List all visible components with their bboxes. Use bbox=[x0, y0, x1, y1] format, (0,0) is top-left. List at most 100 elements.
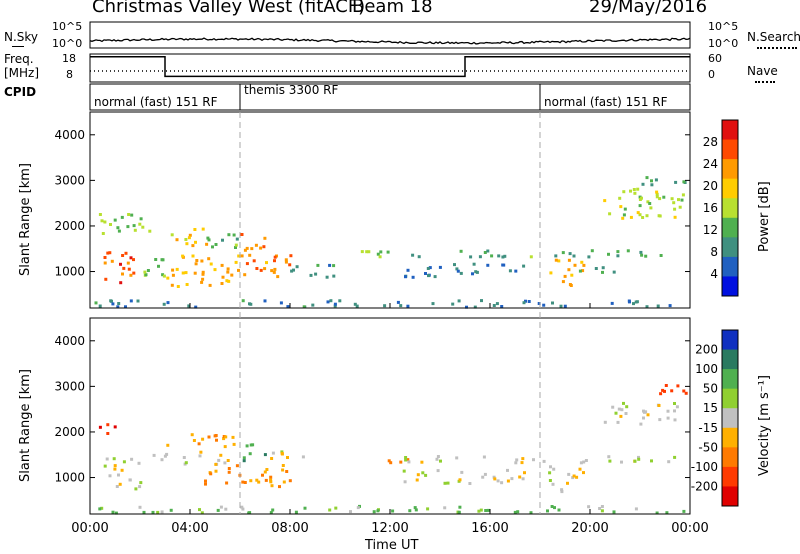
power-ylabel: Slant Range [km] bbox=[18, 163, 33, 276]
power-cell bbox=[638, 204, 642, 208]
power-colorbar-tick-label: 20 bbox=[703, 179, 718, 193]
power-cell bbox=[136, 299, 140, 303]
nsky-legend-line bbox=[12, 46, 24, 47]
power-cell bbox=[157, 264, 160, 268]
power-cell bbox=[227, 279, 231, 283]
power-cell bbox=[201, 270, 205, 274]
power-cell bbox=[501, 255, 505, 259]
velocity-cell bbox=[624, 412, 628, 415]
power-colorbar-tick-label: 4 bbox=[710, 267, 718, 281]
power-cell bbox=[554, 258, 558, 262]
power-cell bbox=[209, 262, 213, 266]
power-cell bbox=[601, 270, 604, 274]
power-cell bbox=[325, 275, 329, 279]
power-cell bbox=[208, 283, 212, 287]
velocity-colorbar-tick-label: -100 bbox=[691, 460, 718, 474]
velocity-cell bbox=[516, 510, 520, 514]
velocity-cell bbox=[455, 456, 459, 460]
velocity-cell bbox=[169, 508, 173, 512]
velocity-cell bbox=[655, 511, 659, 515]
velocity-cell bbox=[582, 471, 585, 475]
power-cell bbox=[522, 301, 526, 305]
velocity-cell bbox=[387, 459, 391, 463]
power-cell bbox=[221, 275, 225, 279]
power-cell bbox=[127, 213, 131, 216]
power-cell bbox=[205, 242, 209, 246]
power-cell bbox=[249, 302, 253, 306]
velocity-cell bbox=[245, 444, 249, 448]
velocity-cell bbox=[142, 510, 146, 514]
velocity-cell bbox=[557, 508, 561, 512]
power-cell bbox=[431, 302, 435, 306]
power-cell bbox=[181, 271, 185, 275]
velocity-cell bbox=[513, 510, 517, 514]
velocity-cell bbox=[413, 506, 417, 510]
velocity-cell bbox=[138, 485, 142, 489]
power-cell bbox=[187, 236, 191, 240]
power-cell bbox=[508, 269, 512, 273]
velocity-cell bbox=[682, 389, 686, 393]
velocity-cell bbox=[106, 423, 110, 427]
velocity-cell bbox=[408, 509, 412, 513]
velocity-cell bbox=[261, 473, 264, 477]
power-cell bbox=[411, 253, 415, 257]
power-cell bbox=[396, 300, 400, 304]
velocity-cell bbox=[529, 511, 533, 515]
velocity-cell bbox=[416, 473, 420, 477]
power-cell bbox=[292, 268, 295, 272]
power-cell bbox=[262, 245, 266, 249]
nsearch-label: N.Search bbox=[747, 30, 800, 44]
power-cell bbox=[353, 302, 357, 306]
velocity-cell bbox=[424, 473, 428, 477]
power-cell bbox=[94, 301, 98, 305]
velocity-cell bbox=[278, 485, 281, 489]
velocity-cell bbox=[407, 460, 411, 464]
velocity-cell bbox=[231, 435, 235, 439]
nsky-tick-top: 10^5 bbox=[52, 20, 83, 33]
velocity-colorbar: 200 100 50 15 -15 -50 -100 -200 bbox=[691, 329, 739, 507]
power-cell bbox=[101, 232, 105, 235]
power-colorbar-tick-label: 28 bbox=[703, 135, 718, 149]
velocity-cell bbox=[506, 479, 510, 483]
velocity-cell bbox=[402, 469, 406, 473]
velocity-cell bbox=[130, 457, 134, 461]
power-cell bbox=[126, 261, 130, 265]
velocity-cell bbox=[214, 462, 218, 466]
power-cell bbox=[469, 255, 473, 259]
velocity-panel-frame bbox=[89, 317, 691, 515]
power-cell bbox=[621, 216, 625, 220]
power-cell bbox=[495, 302, 499, 306]
power-cell bbox=[326, 300, 330, 304]
velocity-cell bbox=[506, 468, 509, 472]
velocity-colorbar-swatch bbox=[722, 486, 738, 507]
power-cell bbox=[225, 279, 229, 283]
velocity-cell bbox=[612, 510, 616, 514]
power-cell bbox=[644, 254, 648, 258]
power-cell bbox=[171, 273, 175, 277]
x-tick-label: 20:00 bbox=[571, 521, 608, 536]
power-cell bbox=[160, 258, 164, 262]
velocity-cell bbox=[458, 505, 462, 509]
velocity-cell bbox=[600, 505, 604, 508]
velocity-colorbar-swatch bbox=[722, 427, 738, 448]
power-cell bbox=[286, 305, 290, 309]
velocity-cell bbox=[611, 405, 615, 409]
velocity-cell bbox=[682, 509, 686, 513]
power-cell bbox=[474, 270, 478, 274]
power-cell bbox=[483, 251, 487, 254]
power-cell bbox=[245, 262, 249, 266]
velocity-cell bbox=[112, 457, 116, 461]
velocity-cell bbox=[483, 472, 487, 476]
velocity-cell bbox=[249, 479, 253, 483]
velocity-cell bbox=[115, 485, 119, 488]
velocity-cell bbox=[334, 506, 338, 510]
power-cell bbox=[379, 250, 383, 254]
velocity-colorbar-tick-label: 100 bbox=[695, 362, 718, 376]
power-cell bbox=[133, 228, 137, 232]
power-cell bbox=[148, 229, 152, 233]
power-cell bbox=[492, 304, 496, 307]
velocity-cell bbox=[160, 458, 164, 462]
velocity-cell bbox=[192, 439, 196, 442]
power-cell bbox=[456, 269, 460, 273]
